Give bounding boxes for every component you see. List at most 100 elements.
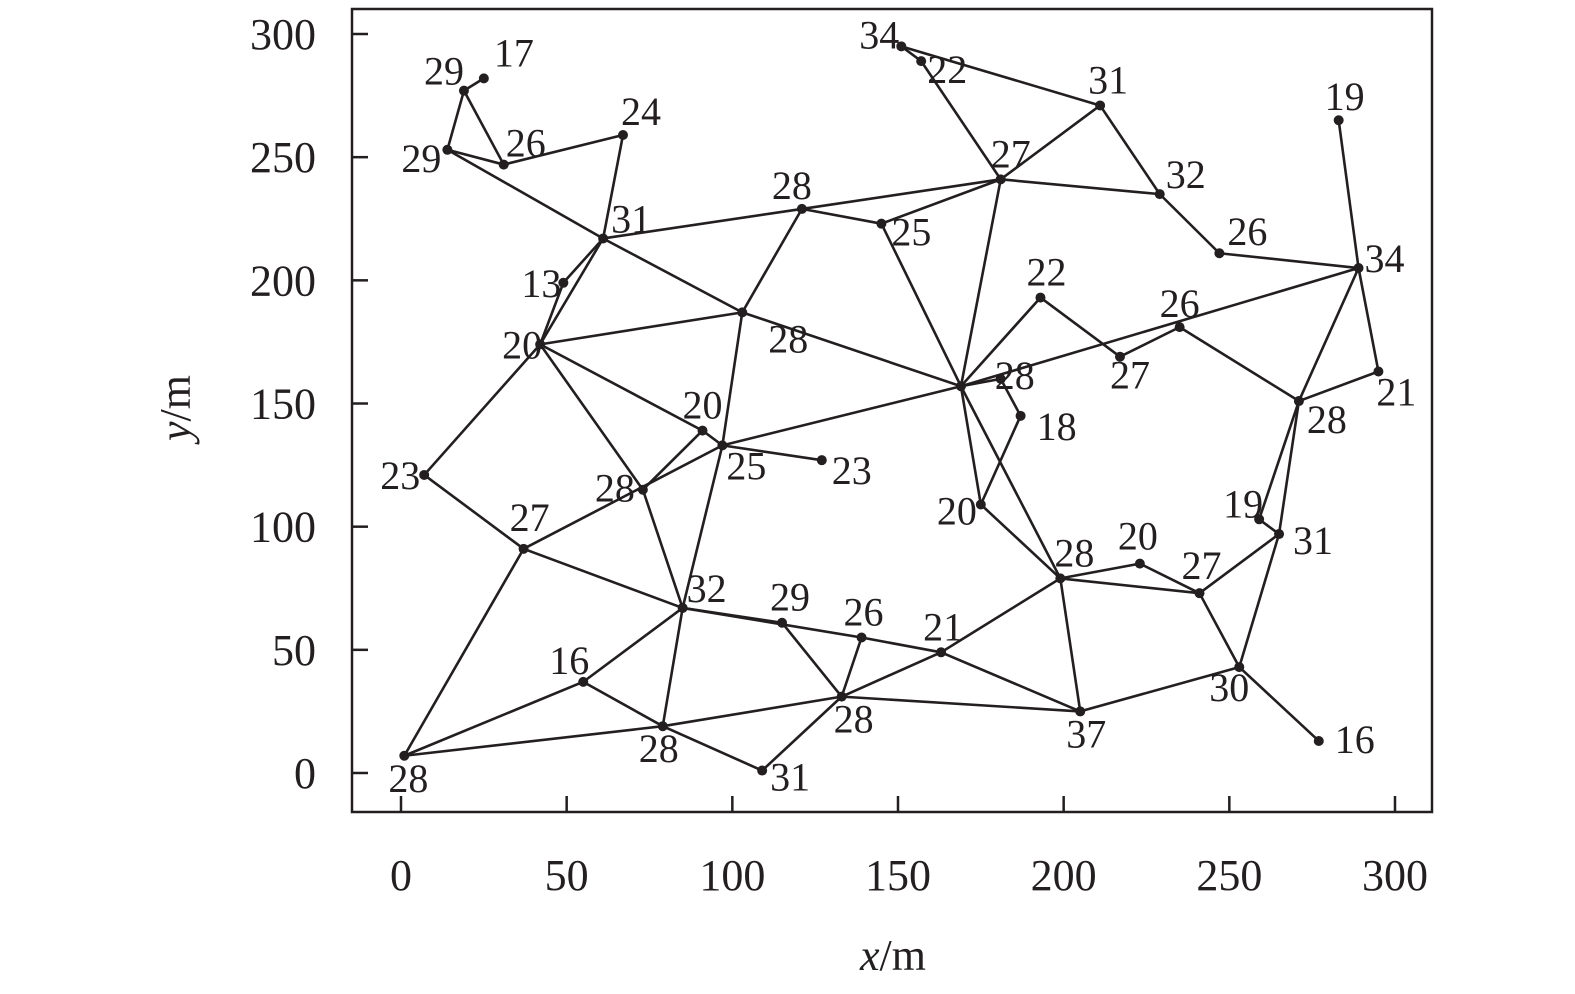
node-label: 29	[401, 136, 441, 181]
network-edge	[538, 311, 744, 346]
network-node	[1055, 573, 1066, 584]
node-label: 19	[1325, 74, 1365, 119]
network-node	[1254, 514, 1265, 525]
network-edge	[1059, 562, 1142, 580]
network-edges	[403, 45, 1380, 772]
network-node	[1214, 248, 1225, 259]
network-edge	[601, 237, 744, 314]
network-edge	[979, 414, 1022, 506]
network-edge	[860, 636, 943, 654]
network-edge	[1098, 104, 1162, 196]
network-edge	[1078, 665, 1241, 713]
network-node	[1333, 115, 1344, 126]
network-node	[757, 765, 768, 776]
node-label: 16	[549, 638, 589, 683]
node-label: 26	[1227, 209, 1267, 254]
network-edge	[422, 343, 542, 477]
network-node	[876, 218, 887, 229]
node-label: 22	[1026, 250, 1066, 295]
node-label: 28	[639, 726, 679, 771]
network-edge	[1138, 562, 1201, 595]
network-edge	[900, 45, 1102, 107]
node-label: 20	[1118, 514, 1158, 559]
network-edge	[446, 89, 466, 152]
network-edge	[721, 311, 744, 447]
network-edge	[522, 444, 724, 551]
network-node	[955, 381, 966, 392]
network-node	[697, 425, 708, 436]
network-edge	[1337, 118, 1360, 270]
x-tick-label: 0	[390, 851, 412, 900]
network-edge	[1257, 399, 1301, 521]
node-label: 26	[1160, 281, 1200, 326]
network-edge	[1178, 325, 1301, 403]
node-label: 25	[891, 210, 931, 255]
network-node	[677, 602, 688, 613]
network-edge	[403, 547, 525, 758]
network-edge	[661, 724, 764, 772]
network-edge	[800, 207, 883, 225]
network-edge	[502, 133, 625, 166]
network-edge	[780, 621, 843, 698]
network-edge	[538, 281, 565, 346]
network-node	[896, 41, 907, 52]
node-label: 26	[506, 121, 546, 166]
network-node	[1313, 735, 1324, 746]
network-node	[578, 676, 589, 687]
network-edge	[446, 148, 605, 240]
node-label: 34	[1365, 236, 1405, 281]
network-edge	[601, 207, 804, 240]
network-edge	[1297, 266, 1360, 403]
axis-ticks: 0 50 100 150 200 250 300 0 50 100 150 200 250 300	[250, 10, 1428, 900]
x-tick-label: 150	[865, 851, 931, 900]
y-axis-title: y/m	[151, 375, 200, 445]
network-edge	[538, 343, 645, 492]
network-node	[657, 721, 668, 732]
x-tick-label: 50	[545, 851, 589, 900]
network-edge	[581, 680, 665, 728]
network-edge	[403, 724, 665, 758]
network-node	[1373, 366, 1384, 377]
node-label: 13	[521, 261, 561, 306]
network-edge	[446, 148, 506, 166]
node-label: 27	[1182, 543, 1222, 588]
network-edge	[601, 133, 625, 240]
network-edge	[919, 59, 1003, 181]
x-tick-label: 200	[1031, 851, 1097, 900]
node-label: 28	[834, 697, 874, 742]
y-tick-label: 300	[250, 10, 316, 59]
node-label: 25	[726, 443, 766, 488]
node-label: 31	[1293, 518, 1333, 563]
node-label: 18	[1037, 404, 1077, 449]
network-edge	[641, 429, 704, 492]
node-label: 21	[1376, 369, 1416, 414]
node-label: 34	[859, 12, 899, 57]
node-label: 27	[991, 131, 1031, 176]
node-label: 29	[770, 575, 810, 620]
network-edge	[721, 384, 963, 447]
node-label: 31	[1088, 57, 1128, 102]
network-node	[856, 632, 867, 643]
network-node	[836, 691, 847, 702]
network-edge	[999, 178, 1162, 196]
node-label: 21	[923, 604, 963, 649]
node-label: 19	[1223, 481, 1263, 526]
node-label: 31	[770, 755, 810, 800]
network-node	[478, 73, 489, 84]
network-edge	[1198, 591, 1241, 669]
node-label: 29	[424, 49, 464, 94]
network-node	[995, 373, 1006, 384]
y-tick-label: 250	[250, 133, 316, 182]
network-edge	[462, 89, 506, 166]
network-node	[796, 203, 807, 214]
network-edge	[740, 207, 804, 314]
network-edge	[522, 547, 684, 610]
network-node	[916, 56, 927, 67]
network-edge	[1277, 399, 1301, 536]
x-tick-label: 100	[699, 851, 765, 900]
network-edge	[1198, 532, 1281, 595]
network-node	[419, 469, 430, 480]
network-edge	[661, 606, 684, 728]
network-edge	[1297, 370, 1380, 403]
